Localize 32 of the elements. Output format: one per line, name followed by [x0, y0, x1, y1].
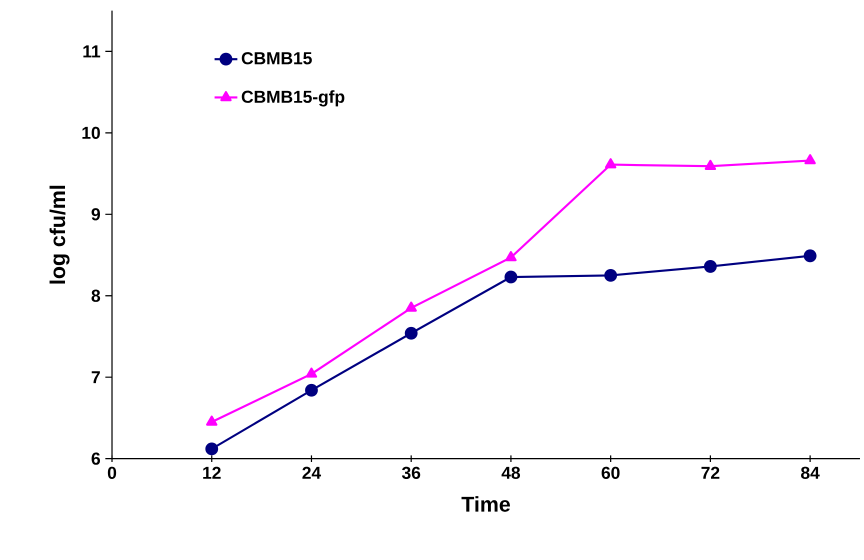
x-tick-label: 36 [402, 466, 420, 479]
point [504, 270, 518, 284]
point [604, 268, 618, 282]
x-axis-title: Time [462, 496, 510, 512]
point [704, 260, 717, 273]
point [704, 160, 716, 170]
x-tick-label: 12 [203, 466, 221, 479]
y-tick-label: 8 [92, 290, 100, 302]
point [206, 416, 218, 426]
legend-label: CBMB15 [242, 52, 312, 64]
x-tick-label: 24 [302, 466, 322, 479]
x-tick-label: 60 [602, 466, 620, 479]
y-tick-label: 9 [92, 208, 100, 220]
point [604, 158, 616, 168]
point [306, 368, 318, 378]
x-tick-label: 0 [108, 466, 116, 479]
y-axis-title: log cfu/ml [50, 186, 70, 284]
y-tick-label: 7 [92, 371, 100, 384]
point [404, 326, 418, 340]
point [804, 154, 816, 164]
point [406, 302, 417, 312]
point [205, 442, 218, 456]
y-tick-label: 10 [82, 126, 100, 139]
x-tick-label: 48 [502, 466, 520, 479]
point [505, 251, 517, 262]
legend-label: CBMB15-gfp [242, 90, 344, 106]
x-tick-label: 72 [702, 466, 720, 479]
x-tick-label: 84 [801, 466, 820, 479]
y-tick-label: 6 [92, 452, 100, 465]
point [804, 249, 817, 262]
y-tick-label: 11 [83, 45, 100, 58]
point [305, 384, 318, 397]
